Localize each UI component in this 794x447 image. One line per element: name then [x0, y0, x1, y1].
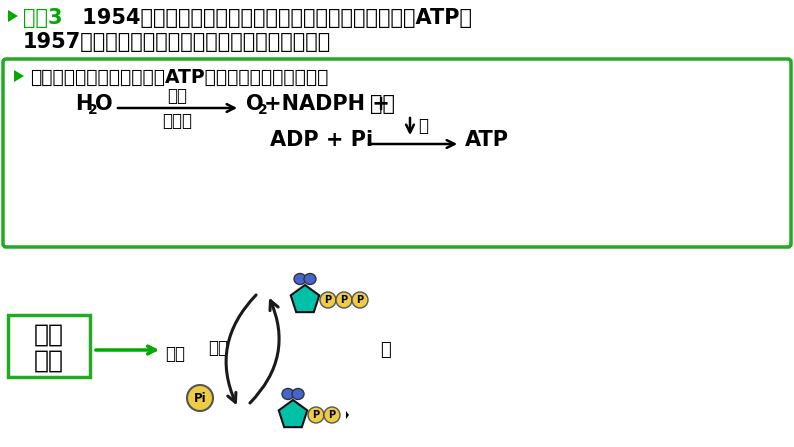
Text: 能量: 能量	[370, 94, 395, 114]
Circle shape	[320, 292, 336, 308]
Text: ADP + Pi: ADP + Pi	[270, 130, 373, 150]
Text: P: P	[329, 410, 336, 420]
Circle shape	[308, 407, 324, 423]
Polygon shape	[291, 285, 319, 312]
Text: Pi: Pi	[194, 392, 206, 405]
FancyBboxPatch shape	[3, 59, 791, 247]
Ellipse shape	[292, 388, 304, 400]
Text: 反应: 反应	[34, 349, 64, 373]
Text: P: P	[312, 410, 319, 420]
Text: 合成: 合成	[208, 339, 228, 357]
Text: P: P	[325, 295, 332, 305]
Text: 叶绿体: 叶绿体	[163, 112, 192, 130]
Text: 尝试用简单的示意图来表示ATP的合成与希尔反应的关系: 尝试用简单的示意图来表示ATP的合成与希尔反应的关系	[30, 68, 329, 87]
Circle shape	[324, 407, 340, 423]
Text: ；: ；	[380, 341, 391, 359]
Text: 2: 2	[258, 103, 268, 117]
Circle shape	[187, 385, 213, 411]
Text: 2: 2	[88, 103, 98, 117]
Polygon shape	[279, 400, 307, 427]
Polygon shape	[8, 10, 18, 22]
Circle shape	[352, 292, 368, 308]
Text: P: P	[341, 295, 348, 305]
Text: O: O	[246, 94, 264, 114]
Ellipse shape	[294, 274, 306, 284]
Text: 能量: 能量	[165, 345, 185, 363]
Text: H: H	[75, 94, 92, 114]
Circle shape	[336, 292, 352, 308]
Text: 放能: 放能	[34, 323, 64, 347]
Text: 酶: 酶	[418, 117, 428, 135]
Text: 1957年，他发现这一过程总是和水的光解相伴随。: 1957年，他发现这一过程总是和水的光解相伴随。	[23, 32, 331, 52]
FancyBboxPatch shape	[8, 315, 90, 377]
FancyArrowPatch shape	[226, 295, 256, 402]
FancyArrowPatch shape	[250, 301, 279, 403]
Text: 资料3: 资料3	[23, 8, 63, 28]
Polygon shape	[346, 411, 349, 419]
Text: 1954年，美国科学家阿尔农发现在光照下叶绿体可合成ATP。: 1954年，美国科学家阿尔农发现在光照下叶绿体可合成ATP。	[75, 8, 472, 28]
Text: P: P	[357, 295, 364, 305]
Text: ATP: ATP	[465, 130, 509, 150]
Polygon shape	[14, 70, 24, 82]
Text: +NADPH +: +NADPH +	[264, 94, 390, 114]
Ellipse shape	[282, 388, 294, 400]
Ellipse shape	[304, 274, 316, 284]
Text: O: O	[95, 94, 113, 114]
Text: 光能: 光能	[168, 87, 187, 105]
